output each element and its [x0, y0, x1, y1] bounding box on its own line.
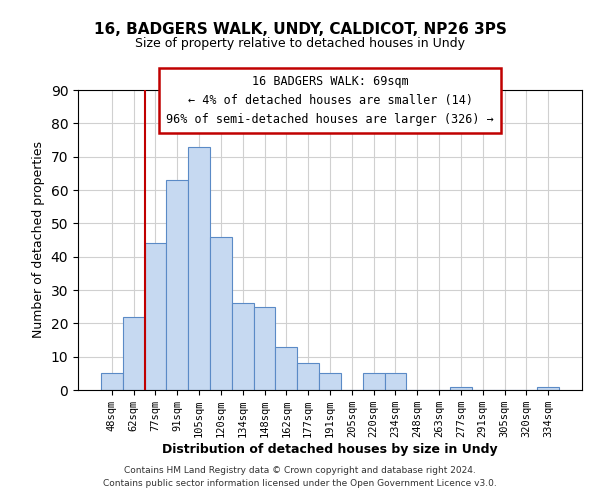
Bar	[123, 316, 145, 390]
Bar	[537, 386, 559, 390]
Bar	[363, 374, 385, 390]
Text: 16, BADGERS WALK, UNDY, CALDICOT, NP26 3PS: 16, BADGERS WALK, UNDY, CALDICOT, NP26 3…	[94, 22, 506, 38]
Bar	[254, 306, 275, 390]
Bar	[145, 244, 166, 390]
Bar	[166, 180, 188, 390]
Bar	[275, 346, 297, 390]
Bar	[450, 386, 472, 390]
Bar	[319, 374, 341, 390]
Bar	[188, 146, 210, 390]
Y-axis label: Number of detached properties: Number of detached properties	[32, 142, 45, 338]
Bar	[385, 374, 406, 390]
Text: 16 BADGERS WALK: 69sqm
← 4% of detached houses are smaller (14)
96% of semi-deta: 16 BADGERS WALK: 69sqm ← 4% of detached …	[166, 75, 494, 126]
Bar	[297, 364, 319, 390]
Text: Size of property relative to detached houses in Undy: Size of property relative to detached ho…	[135, 38, 465, 51]
Bar	[232, 304, 254, 390]
Bar	[101, 374, 123, 390]
X-axis label: Distribution of detached houses by size in Undy: Distribution of detached houses by size …	[162, 443, 498, 456]
Bar	[210, 236, 232, 390]
Text: Contains HM Land Registry data © Crown copyright and database right 2024.
Contai: Contains HM Land Registry data © Crown c…	[103, 466, 497, 487]
